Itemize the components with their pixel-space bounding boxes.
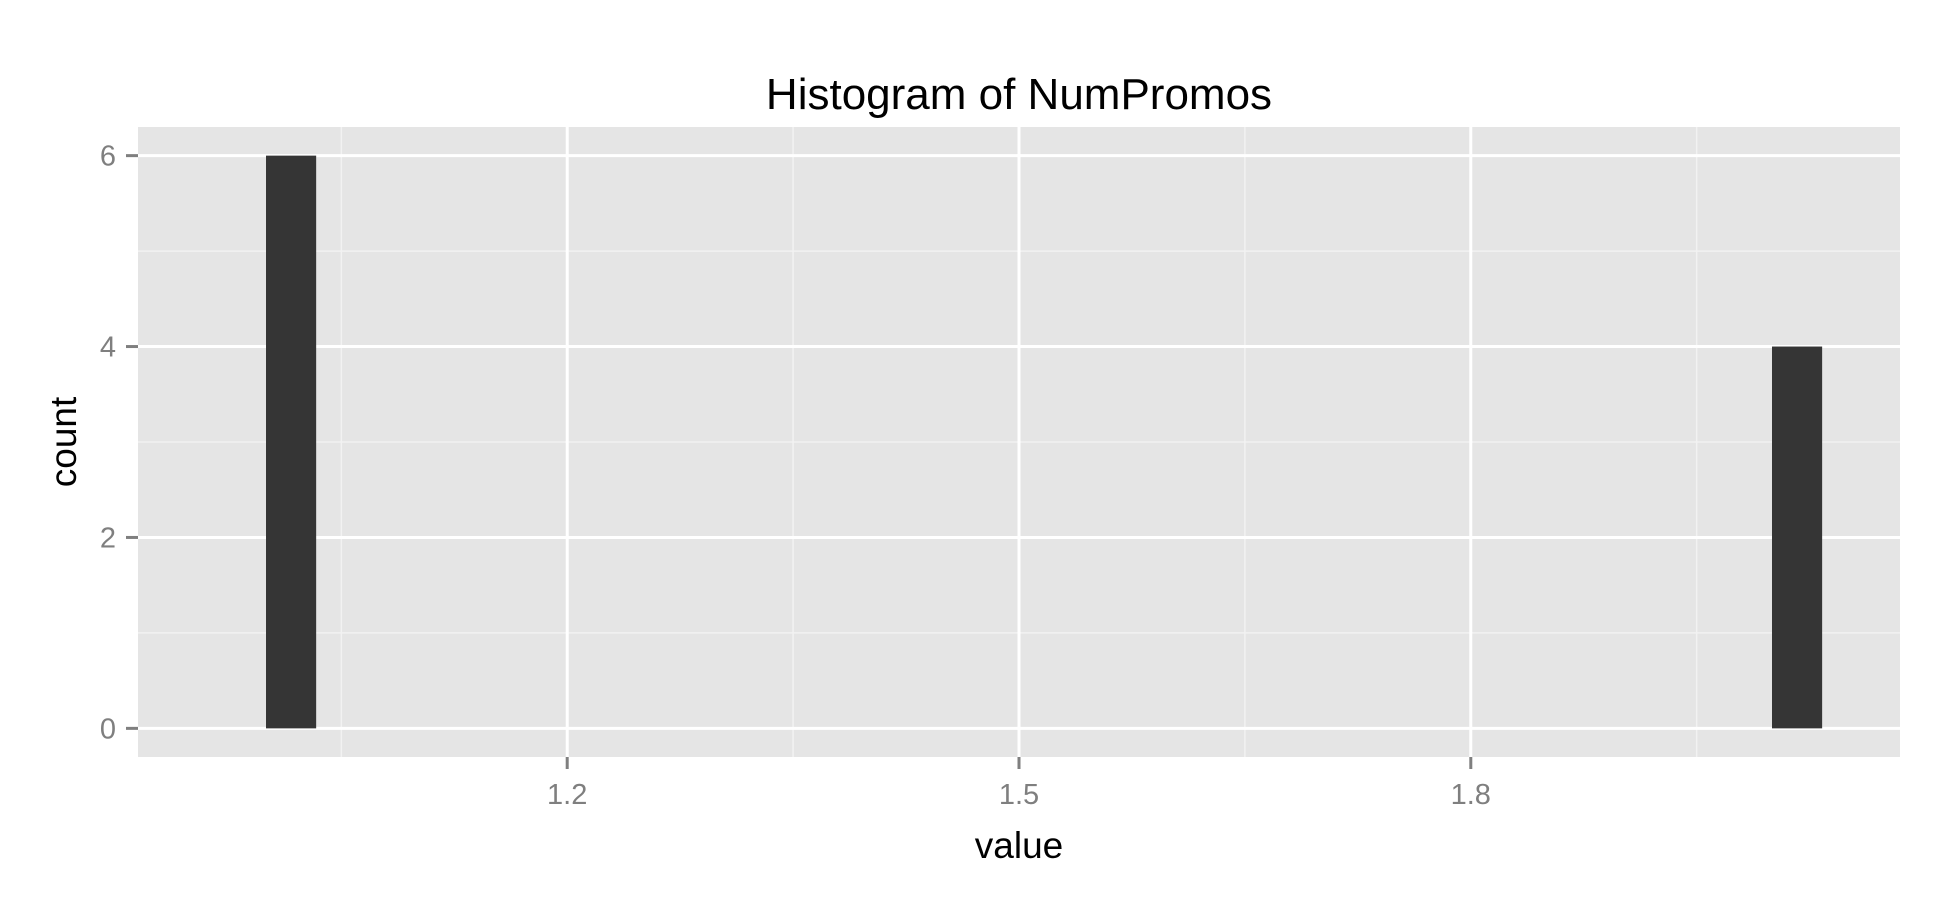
- y-tick-label: 2: [100, 522, 116, 554]
- chart-title: Histogram of NumPromos: [766, 70, 1272, 119]
- y-axis-title: count: [43, 396, 84, 487]
- major-gridlines: [138, 127, 1900, 757]
- x-axis-title: value: [975, 825, 1063, 866]
- y-tick-label: 0: [100, 713, 116, 745]
- y-axis: 0 2 4 6: [100, 141, 138, 745]
- x-axis: 1.2 1.5 1.8: [547, 757, 1491, 811]
- y-tick-label: 6: [100, 141, 116, 173]
- x-tick-label: 1.5: [999, 779, 1039, 811]
- y-tick-label: 4: [100, 332, 116, 364]
- x-tick-label: 1.2: [547, 779, 587, 811]
- histogram-bars: [266, 155, 1823, 729]
- histogram-bar: [1771, 346, 1823, 729]
- histogram-bar: [266, 155, 317, 729]
- x-tick-label: 1.8: [1451, 779, 1491, 811]
